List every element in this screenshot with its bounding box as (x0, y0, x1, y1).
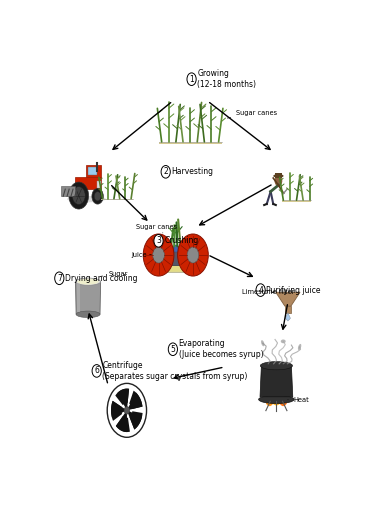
Circle shape (94, 191, 101, 201)
FancyBboxPatch shape (285, 306, 291, 313)
Ellipse shape (270, 392, 276, 401)
Text: Evaporating
(Juice becomes syrup): Evaporating (Juice becomes syrup) (179, 339, 263, 359)
Text: 6: 6 (94, 367, 99, 375)
Polygon shape (86, 165, 101, 177)
Polygon shape (153, 265, 198, 272)
Circle shape (168, 343, 177, 355)
Ellipse shape (298, 344, 301, 350)
Text: 3: 3 (156, 237, 161, 245)
Ellipse shape (281, 339, 286, 343)
Polygon shape (76, 282, 101, 314)
Ellipse shape (259, 395, 294, 403)
FancyBboxPatch shape (174, 245, 178, 252)
Text: Growing
(12-18 months): Growing (12-18 months) (197, 69, 256, 89)
FancyBboxPatch shape (282, 200, 311, 202)
Ellipse shape (261, 340, 265, 346)
Polygon shape (260, 366, 293, 397)
Ellipse shape (67, 196, 106, 202)
Circle shape (92, 188, 103, 204)
Circle shape (153, 247, 164, 263)
FancyBboxPatch shape (101, 199, 133, 200)
Polygon shape (116, 413, 127, 432)
Polygon shape (116, 416, 130, 432)
FancyBboxPatch shape (275, 173, 282, 178)
Circle shape (187, 247, 199, 263)
Circle shape (143, 234, 174, 276)
Text: Limestone filter: Limestone filter (242, 289, 295, 295)
Polygon shape (115, 389, 129, 405)
Text: 5: 5 (170, 345, 175, 354)
Polygon shape (111, 401, 122, 421)
Polygon shape (111, 401, 125, 417)
FancyBboxPatch shape (158, 142, 222, 144)
Text: Sugar canes: Sugar canes (135, 224, 177, 233)
Text: Purifying juice: Purifying juice (266, 286, 321, 294)
Circle shape (256, 284, 265, 296)
Text: Harvesting: Harvesting (171, 167, 213, 176)
Ellipse shape (271, 391, 282, 406)
Circle shape (275, 176, 282, 186)
Polygon shape (161, 266, 186, 272)
FancyBboxPatch shape (77, 284, 80, 312)
Ellipse shape (279, 395, 287, 406)
Polygon shape (117, 389, 129, 408)
Circle shape (154, 234, 163, 247)
Circle shape (187, 73, 196, 86)
Polygon shape (129, 391, 142, 409)
Text: 1: 1 (189, 75, 194, 83)
Text: Heat: Heat (288, 397, 309, 403)
Text: 4: 4 (258, 286, 263, 294)
FancyBboxPatch shape (88, 167, 97, 175)
Polygon shape (129, 411, 142, 430)
FancyBboxPatch shape (168, 246, 184, 265)
Circle shape (72, 187, 85, 204)
Text: Sugar canes: Sugar canes (227, 110, 277, 118)
Circle shape (92, 365, 101, 377)
Circle shape (55, 272, 64, 285)
Circle shape (161, 165, 170, 178)
Ellipse shape (266, 395, 274, 406)
Text: Juice: Juice (131, 251, 151, 258)
Ellipse shape (78, 279, 99, 285)
Ellipse shape (260, 361, 292, 370)
Text: Centrifuge
(Separates sugar crystals from syrup): Centrifuge (Separates sugar crystals fro… (102, 361, 248, 381)
Polygon shape (75, 177, 101, 189)
Polygon shape (183, 262, 201, 271)
Text: 2: 2 (163, 167, 168, 176)
Circle shape (178, 234, 208, 276)
Polygon shape (285, 313, 290, 321)
Circle shape (69, 182, 89, 209)
Text: Drying and cooling: Drying and cooling (65, 274, 138, 283)
Ellipse shape (273, 174, 283, 178)
Ellipse shape (76, 278, 101, 285)
Polygon shape (128, 411, 142, 430)
Text: 7: 7 (57, 274, 62, 283)
Polygon shape (276, 292, 300, 306)
Ellipse shape (76, 311, 100, 317)
Circle shape (124, 407, 129, 414)
Polygon shape (128, 393, 142, 410)
Circle shape (107, 383, 147, 437)
Text: Sugar: Sugar (101, 270, 128, 276)
FancyBboxPatch shape (97, 181, 102, 188)
Ellipse shape (277, 392, 282, 401)
Polygon shape (60, 186, 75, 196)
Text: Crushing: Crushing (164, 237, 198, 245)
